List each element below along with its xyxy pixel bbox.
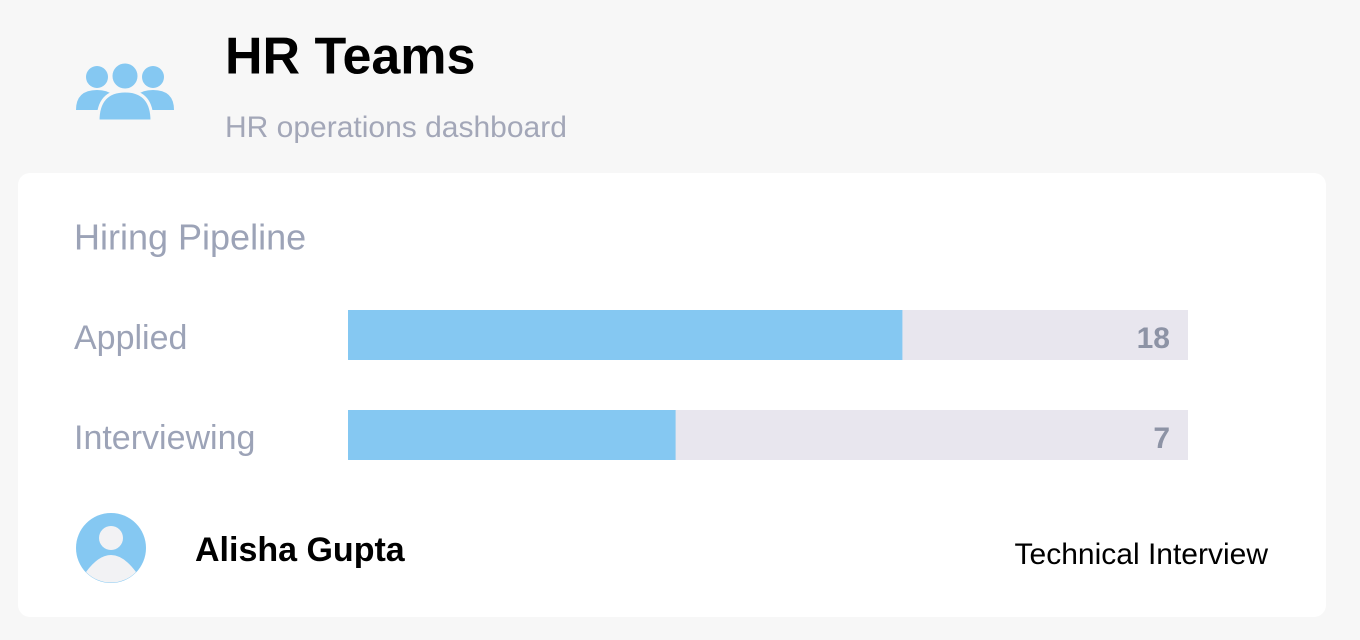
stage-count: 7 (1153, 422, 1170, 455)
candidate-name: Alisha Gupta (195, 531, 406, 569)
team-icon (76, 60, 174, 123)
avatar (76, 513, 146, 583)
pipeline-rows: Applied 18 Interviewing 7 (74, 310, 1188, 460)
page-title: HR Teams (225, 28, 475, 86)
card (18, 173, 1326, 617)
stage-label: Interviewing (74, 419, 255, 457)
card-title: Hiring Pipeline (74, 217, 306, 258)
page-subtitle: HR operations dashboard (225, 111, 567, 144)
bar-fill (348, 310, 903, 360)
bar-fill (348, 410, 676, 460)
candidate-status: Technical Interview (1015, 538, 1269, 571)
stage-count: 18 (1137, 322, 1170, 355)
stage-label: Applied (74, 319, 187, 357)
